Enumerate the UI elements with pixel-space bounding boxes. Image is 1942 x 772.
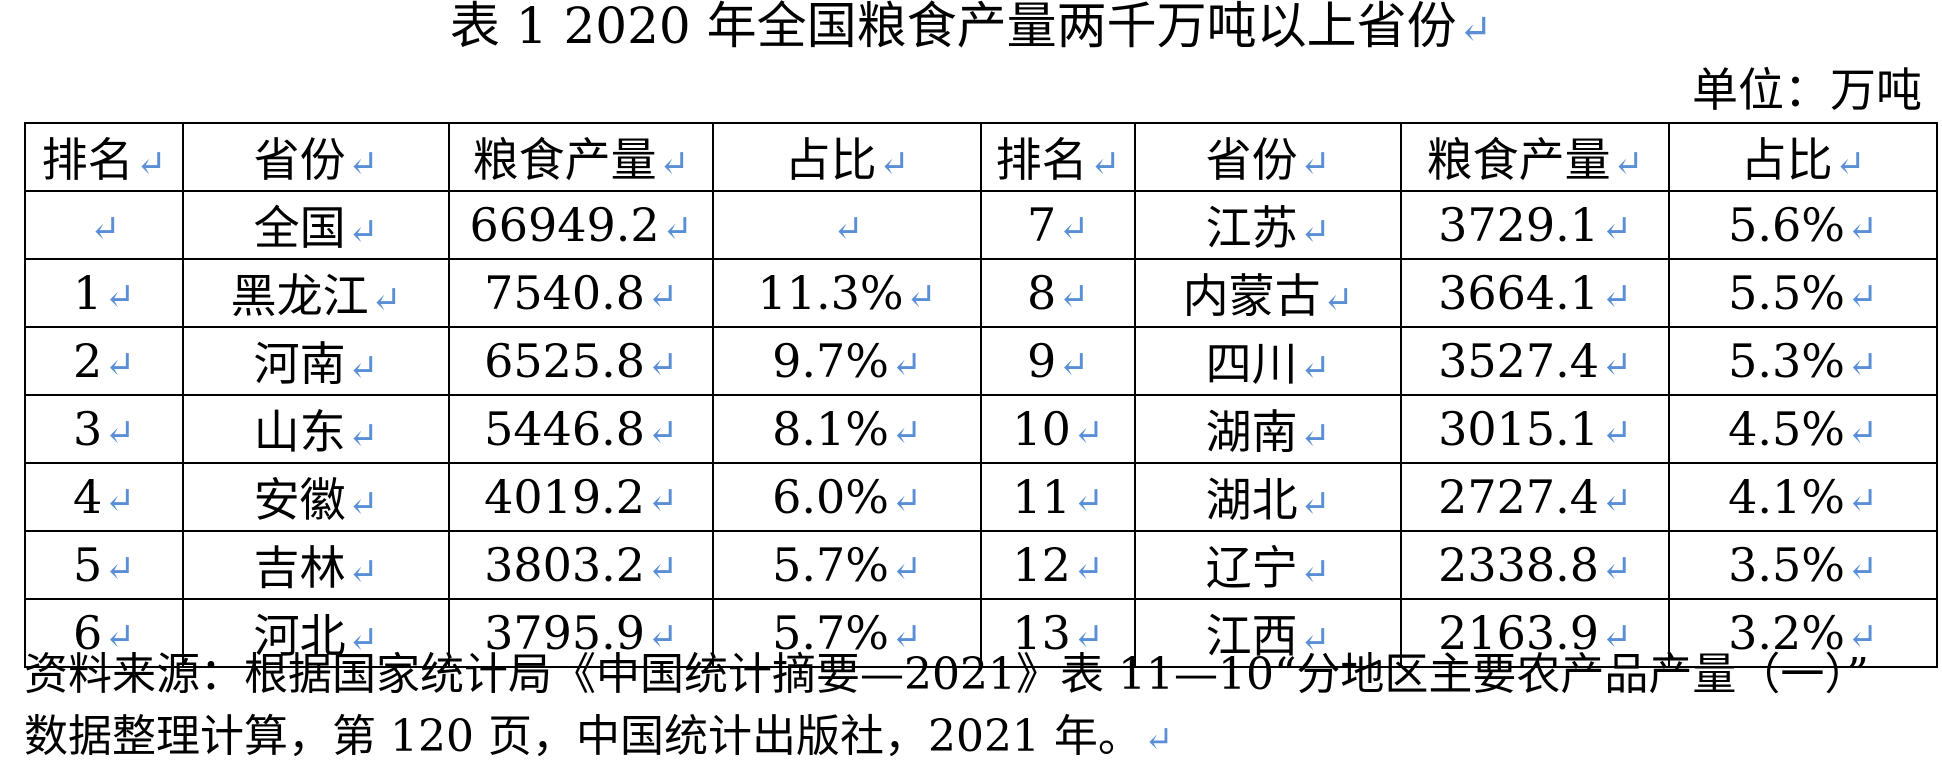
cell-province: 安徽↵	[182, 462, 450, 532]
unit-label: 单位：万吨	[1692, 62, 1922, 118]
cell-province-2: 江苏↵	[1134, 190, 1402, 260]
table-row: 5↵ 吉林↵ 3803.2↵ 5.7%↵ 12↵ 辽宁↵ 2338.8↵ 3.5%↵	[24, 530, 1938, 600]
table-title: 表 1 2020 年全国粮食产量两千万吨以上省份↵	[0, 0, 1942, 56]
cell-rank: 5↵	[24, 530, 184, 600]
cell-province: 全国↵	[182, 190, 450, 260]
cell-share: 9.7%↵	[712, 326, 982, 396]
source-note-line-2: 数据整理计算，第 120 页，中国统计出版社，2021 年。↵	[24, 711, 1174, 762]
grain-output-table: 排名↵ 省份↵ 粮食产量↵ 占比↵ 排名↵ 省份↵ 粮食产量↵ 占比↵ ↵ 全国↵…	[24, 122, 1938, 668]
table-row: 4↵ 安徽↵ 4019.2↵ 6.0%↵ 11↵ 湖北↵ 2727.4↵ 4.1%↵	[24, 462, 1938, 532]
cell-rank: ↵	[24, 190, 184, 260]
cell-rank-2: 8↵	[980, 258, 1136, 328]
table-body: ↵ 全国↵ 66949.2↵ ↵ 7↵ 江苏↵ 3729.1↵ 5.6%↵ 1↵ 黑龙江↵ 7540…	[24, 190, 1938, 668]
cell-province: 吉林↵	[182, 530, 450, 600]
cell-rank-2: 10↵	[980, 394, 1136, 464]
cell-province-2: 内蒙古↵	[1134, 258, 1402, 328]
cell-share-2: 5.3%↵	[1668, 326, 1938, 396]
cell-share: ↵	[712, 190, 982, 260]
cell-grain-output: 3795.9↵	[448, 598, 714, 668]
unit-label-text: 单位：万吨	[1692, 63, 1922, 117]
cell-share: 5.7%↵	[712, 530, 982, 600]
table-header-row: 排名↵ 省份↵ 粮食产量↵ 占比↵ 排名↵ 省份↵ 粮食产量↵ 占比↵	[24, 122, 1938, 192]
cell-rank-2: 11↵	[980, 462, 1136, 532]
cell-share-2: 3.5%↵	[1668, 530, 1938, 600]
header-grain-output: 粮食产量↵	[448, 122, 714, 192]
table-row: 2↵ 河南↵ 6525.8↵ 9.7%↵ 9↵ 四川↵ 3527.4↵ 5.3%↵	[24, 326, 1938, 396]
cell-share: 11.3%↵	[712, 258, 982, 328]
table-title-text: 表 1 2020 年全国粮食产量两千万吨以上省份	[449, 0, 1457, 55]
cell-rank: 2↵	[24, 326, 184, 396]
cell-grain-output-2: 2338.8↵	[1400, 530, 1670, 600]
cell-grain-output: 66949.2↵	[448, 190, 714, 260]
source-note-line-1: 资料来源：根据国家统计局《中国统计摘要—2021》表 11—10“分地区主要农产…	[24, 649, 1869, 700]
cell-rank: 6↵	[24, 598, 184, 668]
cell-share-2: 3.2%↵	[1668, 598, 1938, 668]
cell-grain-output: 3803.2↵	[448, 530, 714, 600]
cell-province-2: 四川↵	[1134, 326, 1402, 396]
cell-rank: 4↵	[24, 462, 184, 532]
cell-share: 5.7%↵	[712, 598, 982, 668]
cell-grain-output-2: 3527.4↵	[1400, 326, 1670, 396]
header-rank-2: 排名↵	[980, 122, 1136, 192]
cell-rank-2: 9↵	[980, 326, 1136, 396]
header-grain-output-2: 粮食产量↵	[1400, 122, 1670, 192]
cell-rank: 3↵	[24, 394, 184, 464]
cell-province-2: 江西↵	[1134, 598, 1402, 668]
cell-grain-output-2: 2727.4↵	[1400, 462, 1670, 532]
cell-grain-output: 4019.2↵	[448, 462, 714, 532]
cell-share-2: 5.6%↵	[1668, 190, 1938, 260]
table-row: 6↵ 河北↵ 3795.9↵ 5.7%↵ 13↵ 江西↵ 2163.9↵ 3.2%↵	[24, 598, 1938, 668]
table-row: ↵ 全国↵ 66949.2↵ ↵ 7↵ 江苏↵ 3729.1↵ 5.6%↵	[24, 190, 1938, 260]
cell-rank-2: 12↵	[980, 530, 1136, 600]
table-row: 1↵ 黑龙江↵ 7540.8↵ 11.3%↵ 8↵ 内蒙古↵ 3664.1↵ 5.5%↵	[24, 258, 1938, 328]
cell-province: 黑龙江↵	[182, 258, 450, 328]
cell-province: 河北↵	[182, 598, 450, 668]
header-rank: 排名↵	[24, 122, 184, 192]
cell-grain-output-2: 2163.9↵	[1400, 598, 1670, 668]
header-share: 占比↵	[712, 122, 982, 192]
cell-rank: 1↵	[24, 258, 184, 328]
cell-share-2: 4.1%↵	[1668, 462, 1938, 532]
paragraph-mark-icon: ↵	[1143, 719, 1174, 760]
source-note: 资料来源：根据国家统计局《中国统计摘要—2021》表 11—10“分地区主要农产…	[24, 644, 1934, 771]
cell-grain-output: 6525.8↵	[448, 326, 714, 396]
cell-province-2: 湖南↵	[1134, 394, 1402, 464]
cell-province-2: 湖北↵	[1134, 462, 1402, 532]
paragraph-mark-icon: ↵	[1458, 7, 1493, 53]
cell-share-2: 5.5%↵	[1668, 258, 1938, 328]
cell-grain-output-2: 3729.1↵	[1400, 190, 1670, 260]
cell-province: 河南↵	[182, 326, 450, 396]
cell-grain-output: 5446.8↵	[448, 394, 714, 464]
cell-rank-2: 7↵	[980, 190, 1136, 260]
cell-grain-output-2: 3015.1↵	[1400, 394, 1670, 464]
cell-rank-2: 13↵	[980, 598, 1136, 668]
cell-province-2: 辽宁↵	[1134, 530, 1402, 600]
cell-grain-output: 7540.8↵	[448, 258, 714, 328]
header-province-2: 省份↵	[1134, 122, 1402, 192]
cell-share: 8.1%↵	[712, 394, 982, 464]
header-share-2: 占比↵	[1668, 122, 1938, 192]
cell-share: 6.0%↵	[712, 462, 982, 532]
cell-share-2: 4.5%↵	[1668, 394, 1938, 464]
table-row: 3↵ 山东↵ 5446.8↵ 8.1%↵ 10↵ 湖南↵ 3015.1↵ 4.5%↵	[24, 394, 1938, 464]
header-province: 省份↵	[182, 122, 450, 192]
cell-province: 山东↵	[182, 394, 450, 464]
cell-grain-output-2: 3664.1↵	[1400, 258, 1670, 328]
